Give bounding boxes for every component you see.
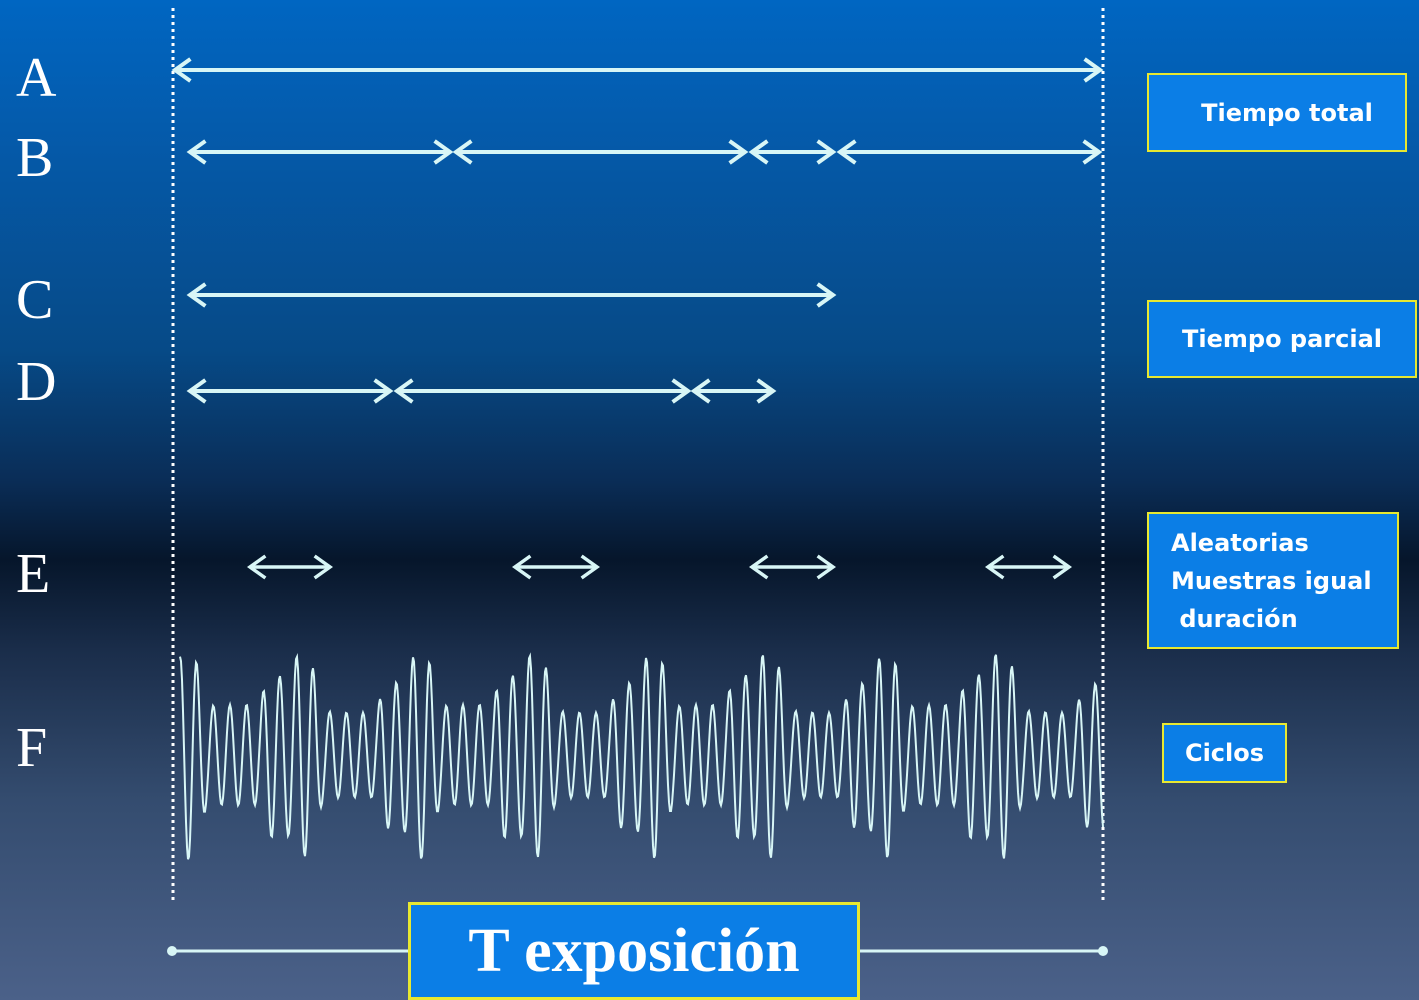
tiempo-parcial-label: Tiempo parcial bbox=[1182, 325, 1382, 353]
double-arrow bbox=[511, 554, 601, 580]
row-letter-d: D bbox=[16, 351, 57, 413]
arrow-head-right bbox=[373, 378, 394, 404]
double-arrow bbox=[186, 378, 394, 404]
arrow-rows bbox=[171, 57, 1104, 580]
arrow-head-right bbox=[433, 139, 454, 165]
row-letter-f: F bbox=[16, 717, 48, 779]
exposure-line bbox=[167, 946, 1108, 956]
arrow-head-right bbox=[1083, 57, 1104, 83]
arrow-head-right bbox=[1052, 554, 1073, 580]
ciclos-box: Ciclos bbox=[1162, 723, 1287, 783]
arrow-head-left bbox=[690, 378, 711, 404]
arrow-head-right bbox=[728, 139, 749, 165]
arrow-head-left bbox=[452, 139, 473, 165]
arrow-head-right bbox=[580, 554, 601, 580]
row-letter-c: C bbox=[16, 269, 54, 331]
tiempo-parcial-box: Tiempo parcial bbox=[1147, 300, 1417, 378]
waveform-line bbox=[179, 652, 1104, 860]
double-arrow bbox=[836, 139, 1103, 165]
double-arrow bbox=[748, 554, 837, 580]
arrow-head-left bbox=[393, 378, 414, 404]
aleatorias-box: Aleatorias Muestras igual duración bbox=[1147, 512, 1399, 649]
tiempo-total-label: Tiempo total bbox=[1201, 98, 1373, 127]
arrow-head-left bbox=[836, 139, 857, 165]
row-letter-e: E bbox=[16, 543, 51, 605]
tiempo-total-box: Tiempo total bbox=[1147, 73, 1407, 152]
double-arrow bbox=[246, 554, 334, 580]
double-arrow bbox=[748, 139, 837, 165]
ciclos-label: Ciclos bbox=[1184, 739, 1265, 767]
arrow-head-right bbox=[756, 378, 777, 404]
arrow-head-right bbox=[313, 554, 334, 580]
arrow-head-left bbox=[984, 554, 1005, 580]
row-letter-b: B bbox=[16, 127, 54, 189]
arrow-head-left bbox=[186, 282, 207, 308]
double-arrow bbox=[690, 378, 777, 404]
row-letter-a: A bbox=[16, 47, 57, 109]
double-arrow bbox=[393, 378, 692, 404]
arrow-head-left bbox=[171, 57, 192, 83]
double-arrow bbox=[171, 57, 1104, 83]
arrow-head-right bbox=[816, 554, 837, 580]
exposure-label: T exposición bbox=[468, 916, 800, 985]
exposure-endpoint-left bbox=[167, 946, 177, 956]
aleatorias-line-2: Muestras igual bbox=[1171, 566, 1372, 595]
exposure-box: T exposición bbox=[408, 902, 860, 1000]
arrow-head-left bbox=[186, 378, 207, 404]
arrow-head-right bbox=[816, 282, 837, 308]
arrow-head-left bbox=[186, 139, 207, 165]
arrow-head-left bbox=[748, 139, 769, 165]
arrow-head-right bbox=[1082, 139, 1103, 165]
double-arrow bbox=[984, 554, 1073, 580]
aleatorias-line-1: Aleatorias bbox=[1171, 528, 1309, 557]
exposure-endpoint-right bbox=[1098, 946, 1108, 956]
arrow-head-right bbox=[671, 378, 692, 404]
double-arrow bbox=[186, 282, 837, 308]
arrow-head-left bbox=[511, 554, 532, 580]
double-arrow bbox=[452, 139, 749, 165]
aleatorias-line-3: duración bbox=[1171, 604, 1298, 633]
cycle-waveform bbox=[179, 652, 1104, 860]
arrow-head-left bbox=[748, 554, 769, 580]
time-bounds bbox=[171, 8, 1105, 900]
arrow-head-right bbox=[816, 139, 837, 165]
arrow-head-left bbox=[246, 554, 267, 580]
double-arrow bbox=[186, 139, 454, 165]
